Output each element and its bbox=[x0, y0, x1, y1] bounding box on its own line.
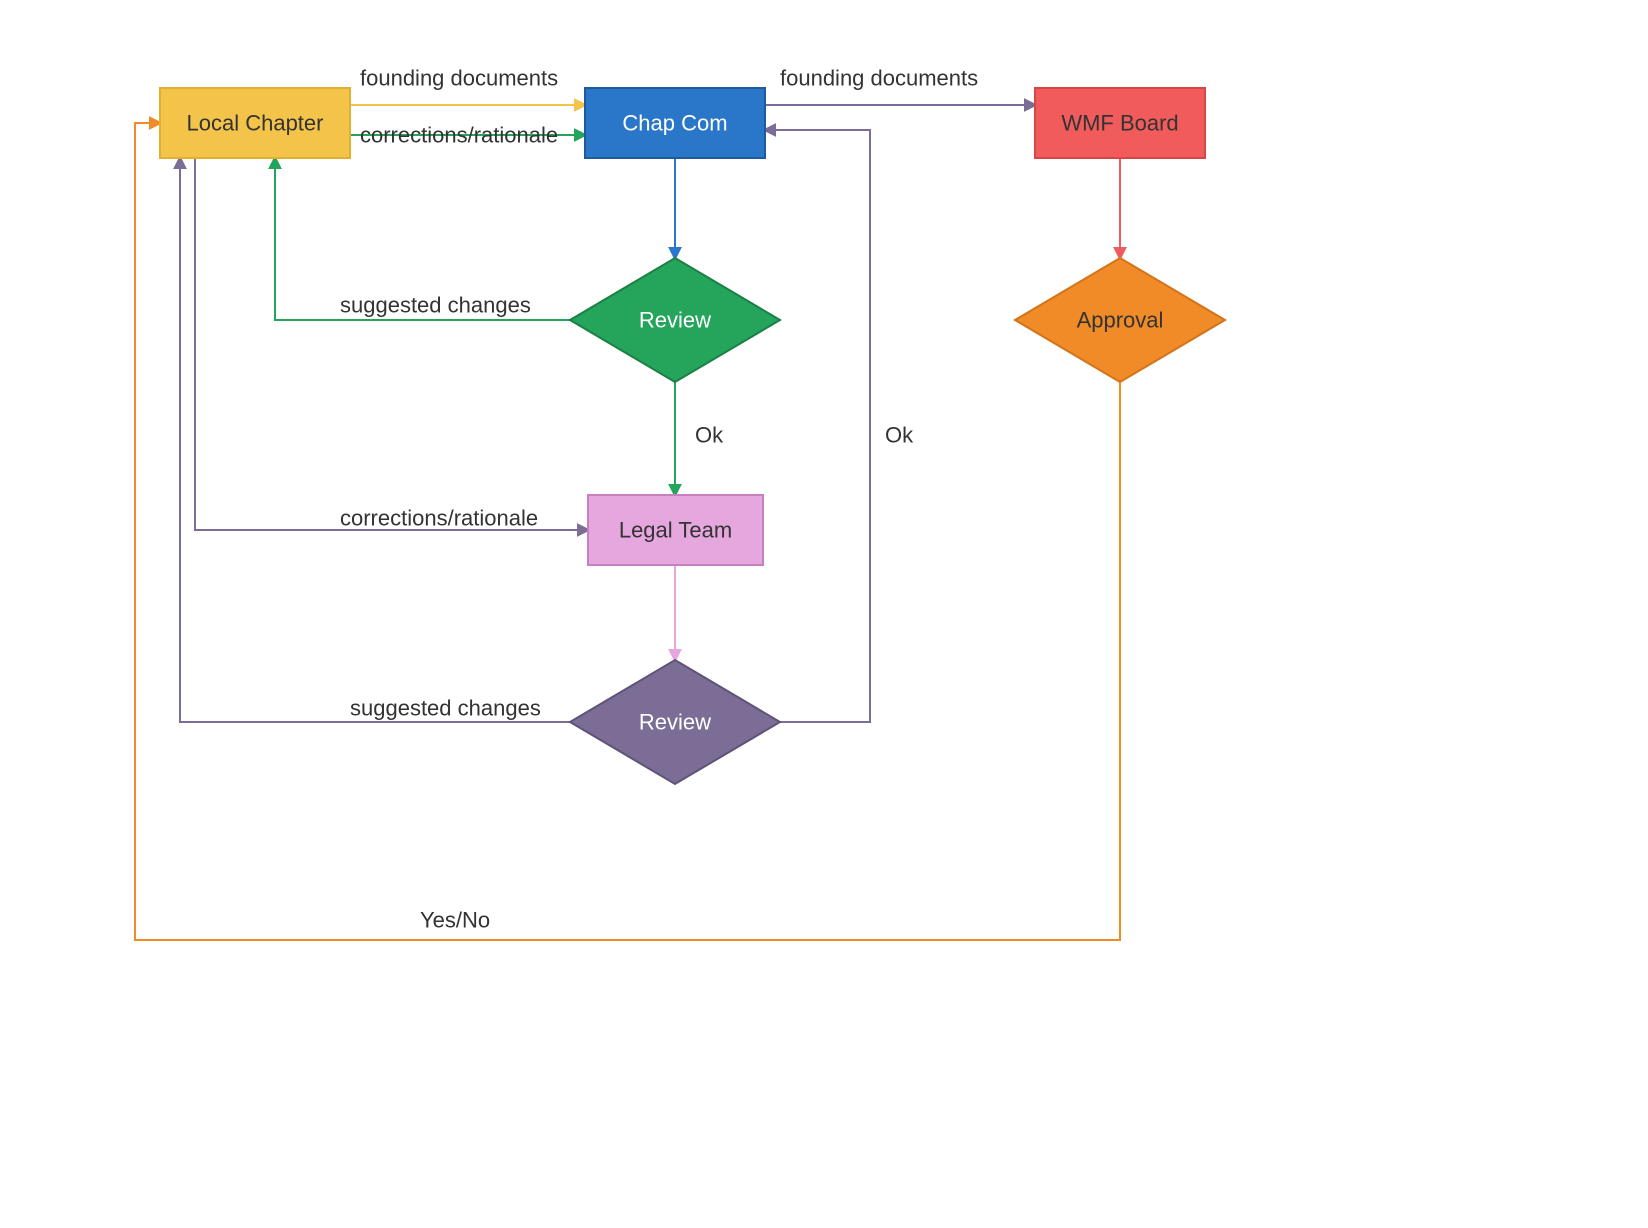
edge-e10 bbox=[765, 130, 870, 722]
edge-label-e2: corrections/rationale bbox=[360, 123, 558, 148]
edge-e9 bbox=[180, 158, 570, 722]
node-label-review-1: Review bbox=[639, 308, 711, 333]
node-label-wmf-board: WMF Board bbox=[1061, 111, 1178, 136]
edge-label-e6: Ok bbox=[695, 423, 724, 448]
edge-label-e7: corrections/rationale bbox=[340, 506, 538, 531]
edge-label-e1: founding documents bbox=[360, 66, 558, 91]
edge-label-e12: Yes/No bbox=[420, 908, 490, 933]
node-label-local-chapter: Local Chapter bbox=[187, 111, 324, 136]
node-label-chap-com: Chap Com bbox=[622, 111, 727, 136]
edge-label-e3: founding documents bbox=[780, 66, 978, 91]
node-label-review-2: Review bbox=[639, 710, 711, 735]
flowchart-diagram: Local Chapter Chap Com WMF Board Review Lega… bbox=[0, 0, 1648, 1228]
node-label-approval: Approval bbox=[1077, 308, 1164, 333]
edge-e7 bbox=[195, 158, 588, 530]
edge-label-e9: suggested changes bbox=[350, 696, 541, 721]
node-label-legal-team: Legal Team bbox=[619, 518, 732, 543]
edge-label-e5: suggested changes bbox=[340, 293, 531, 318]
edge-label-e10: Ok bbox=[885, 423, 914, 448]
